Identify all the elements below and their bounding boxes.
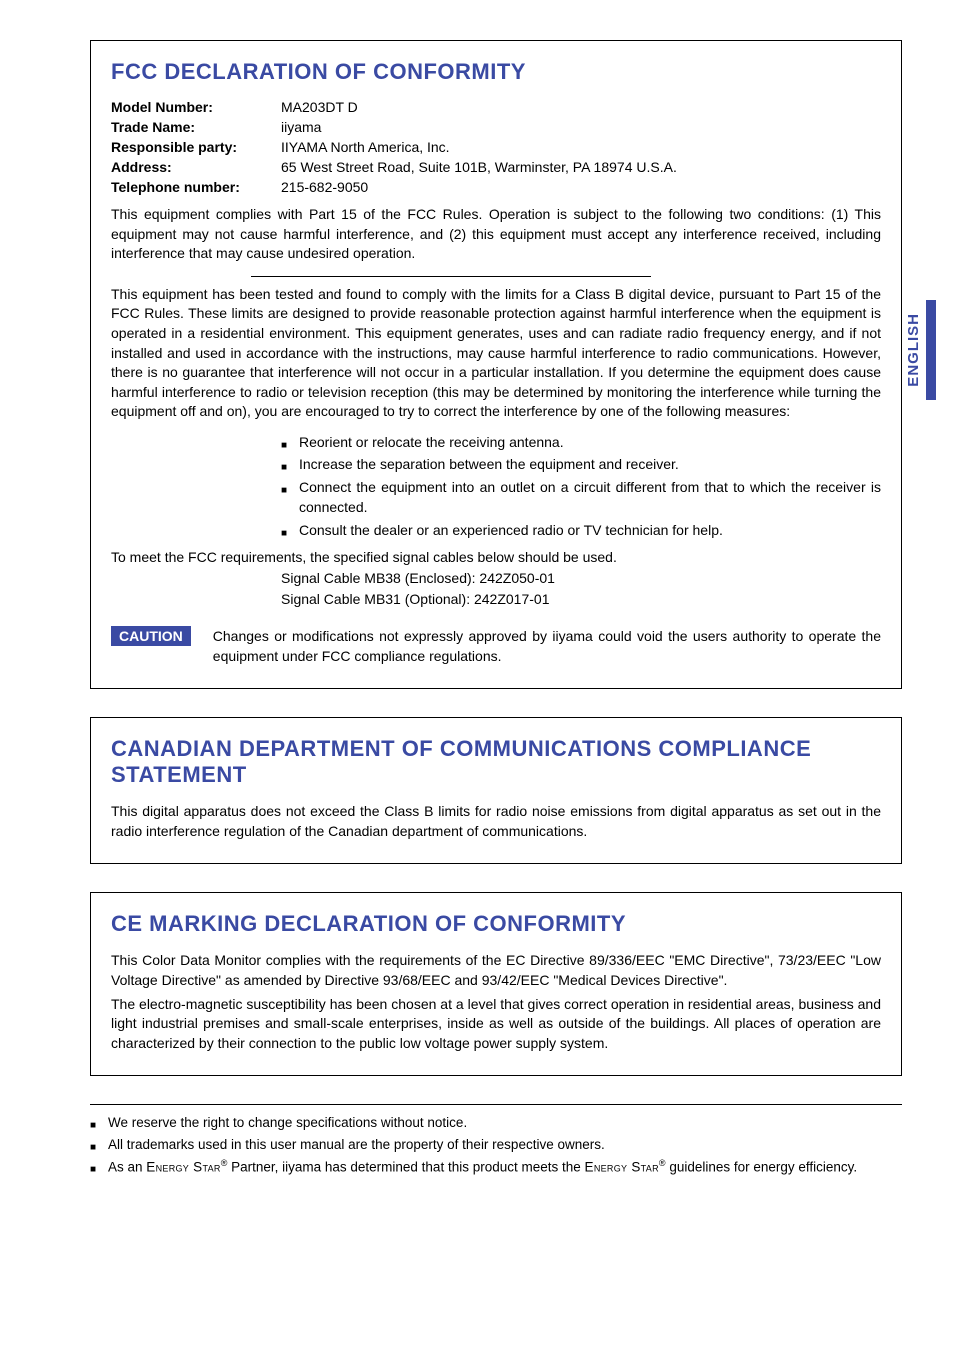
fcc-req-line: To meet the FCC requirements, the specif… — [111, 548, 881, 568]
spec-row-phone: Telephone number: 215-682-9050 — [111, 179, 881, 195]
cable-line-2: Signal Cable MB31 (Optional): 242Z017-01 — [281, 589, 881, 610]
model-label: Model Number: — [111, 99, 281, 115]
spec-row-address: Address: 65 West Street Road, Suite 101B… — [111, 159, 881, 175]
footer-bullet-1: We reserve the right to change specifica… — [90, 1113, 902, 1133]
square-bullet-icon — [90, 1157, 108, 1177]
bullet-text: Reorient or relocate the receiving anten… — [299, 432, 564, 453]
bullet-text: As an Energy Star® Partner, iiyama has d… — [108, 1157, 857, 1177]
footer-bullet-3: As an Energy Star® Partner, iiyama has d… — [90, 1157, 902, 1177]
canadian-title: CANADIAN DEPARTMENT OF COMMUNICATIONS CO… — [111, 736, 881, 788]
fcc-para2: This equipment has been tested and found… — [111, 285, 881, 422]
fcc-bullet-4: Consult the dealer or an experienced rad… — [281, 520, 881, 541]
phone-label: Telephone number: — [111, 179, 281, 195]
fcc-title: FCC DECLARATION OF CONFORMITY — [111, 59, 881, 85]
trade-value: iiyama — [281, 119, 881, 135]
square-bullet-icon — [281, 454, 299, 475]
square-bullet-icon — [281, 432, 299, 453]
footer-divider — [90, 1104, 902, 1105]
party-value: IIYAMA North America, Inc. — [281, 139, 881, 155]
fcc-bullet-3: Connect the equipment into an outlet on … — [281, 477, 881, 518]
fcc-section: FCC DECLARATION OF CONFORMITY Model Numb… — [90, 40, 902, 689]
address-label: Address: — [111, 159, 281, 175]
bullet-text: We reserve the right to change specifica… — [108, 1113, 467, 1133]
fcc-bullet-1: Reorient or relocate the receiving anten… — [281, 432, 881, 453]
square-bullet-icon — [281, 477, 299, 518]
divider-short — [251, 276, 651, 277]
cable-line-1: Signal Cable MB38 (Enclosed): 242Z050-01 — [281, 568, 881, 589]
fcc-para1: This equipment complies with Part 15 of … — [111, 205, 881, 264]
address-value: 65 West Street Road, Suite 101B, Warmins… — [281, 159, 881, 175]
square-bullet-icon — [90, 1135, 108, 1155]
language-label: ENGLISH — [905, 313, 922, 387]
bullet-text: Consult the dealer or an experienced rad… — [299, 520, 723, 541]
spec-row-party: Responsible party: IIYAMA North America,… — [111, 139, 881, 155]
footer-bullet-2: All trademarks used in this user manual … — [90, 1135, 902, 1155]
canadian-section: CANADIAN DEPARTMENT OF COMMUNICATIONS CO… — [90, 717, 902, 864]
caution-row: CAUTION Changes or modifications not exp… — [111, 626, 881, 667]
bullet-text: All trademarks used in this user manual … — [108, 1135, 605, 1155]
square-bullet-icon — [281, 520, 299, 541]
phone-value: 215-682-9050 — [281, 179, 881, 195]
ce-section: CE MARKING DECLARATION OF CONFORMITY Thi… — [90, 892, 902, 1076]
bullet-text: Connect the equipment into an outlet on … — [299, 477, 881, 518]
trade-label: Trade Name: — [111, 119, 281, 135]
ce-title: CE MARKING DECLARATION OF CONFORMITY — [111, 911, 881, 937]
caution-text: Changes or modifications not expressly a… — [213, 626, 881, 667]
caution-badge: CAUTION — [111, 626, 191, 646]
fcc-bullet-2: Increase the separation between the equi… — [281, 454, 881, 475]
model-value: MA203DT D — [281, 99, 881, 115]
bullet-text: Increase the separation between the equi… — [299, 454, 679, 475]
ce-para1: This Color Data Monitor complies with th… — [111, 951, 881, 990]
footer-bullets: We reserve the right to change specifica… — [90, 1113, 902, 1176]
spec-row-trade: Trade Name: iiyama — [111, 119, 881, 135]
square-bullet-icon — [90, 1113, 108, 1133]
language-tab: ENGLISH — [902, 300, 938, 410]
ce-para2: The electro-magnetic susceptibility has … — [111, 995, 881, 1054]
spec-row-model: Model Number: MA203DT D — [111, 99, 881, 115]
language-bar — [926, 300, 936, 400]
canadian-para: This digital apparatus does not exceed t… — [111, 802, 881, 841]
party-label: Responsible party: — [111, 139, 281, 155]
fcc-bullet-list: Reorient or relocate the receiving anten… — [281, 432, 881, 540]
